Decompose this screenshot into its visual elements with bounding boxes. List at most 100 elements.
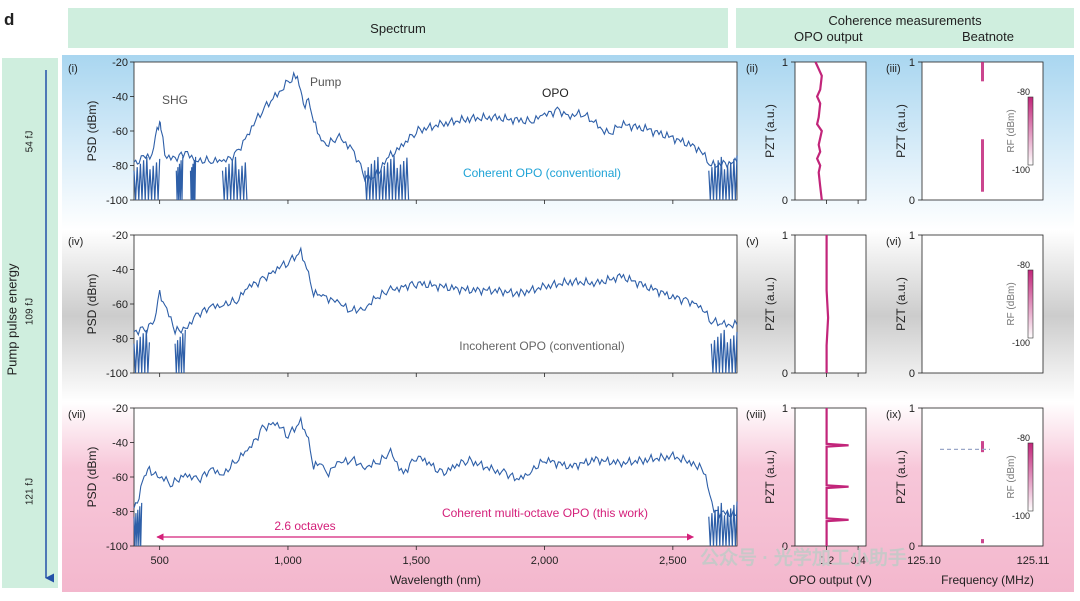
- colorbar-vi: [1027, 269, 1034, 339]
- pzt-trace-v: [825, 235, 830, 373]
- xlabel-vii: Wavelength (nm): [390, 573, 481, 587]
- caption-vii: Coherent multi-octave OPO (this work): [442, 506, 648, 520]
- ytick-label-i--20: -20: [112, 57, 128, 69]
- spectrum-header: Spectrum: [68, 8, 728, 48]
- colorbar-tick-bottom-iii: -100: [1012, 165, 1030, 175]
- beatnote-feature-iii-1: [981, 139, 984, 192]
- ytick-label-iv--20: -20: [112, 230, 128, 242]
- beatnote-feature-ix-0: [981, 441, 984, 453]
- xtick-label-vii-1000: 1,000: [274, 555, 302, 567]
- noise-floor-i-0: [133, 156, 161, 201]
- spectrum-header-label: Spectrum: [370, 20, 426, 36]
- colorbar-label-vi: RF (dBm): [1006, 282, 1017, 325]
- ytick-label-i--100: -100: [106, 195, 128, 207]
- ytick-label-iv--40: -40: [112, 265, 128, 277]
- panel-tag-iv: (iv): [68, 236, 83, 248]
- xtick-label-ix-0: 125.10: [907, 555, 941, 567]
- xtick-label-viii-0.4: 0.4: [850, 555, 865, 567]
- colorbar-label-ix: RF (dBm): [1006, 455, 1017, 498]
- coherence-header: Coherence measurements OPO output Beatno…: [736, 8, 1074, 48]
- ytick-label-vi-1: 1: [909, 230, 915, 242]
- ytick-label-vi-0: 0: [909, 368, 915, 380]
- axes-frame-i: [133, 61, 738, 201]
- xlabel-viii: OPO output (V): [789, 573, 872, 587]
- ytick-label-vii--20: -20: [112, 403, 128, 415]
- noise-floor-i-3: [221, 156, 248, 201]
- ytick-label-iv--60: -60: [112, 299, 128, 311]
- noise-floor-i-5: [708, 155, 738, 201]
- pzt-trace-viii: [825, 408, 849, 546]
- annotation-pump: Pump: [310, 75, 342, 89]
- colorbar-label-iii: RF (dBm): [1006, 109, 1017, 152]
- xtick-label-vii-1500: 1,500: [402, 555, 430, 567]
- noise-floor-iv-0: [133, 329, 150, 374]
- panel-tag-viii: (viii): [746, 409, 766, 421]
- beatnote-feature-ix-1: [981, 539, 984, 544]
- ytick-label-ii-0: 0: [782, 195, 788, 207]
- ylabel-v: PZT (a.u.): [763, 277, 777, 331]
- noise-floor-iv-2: [710, 329, 738, 374]
- ylabel-ii: PZT (a.u.): [763, 104, 777, 158]
- colorbar-tick-top-iii: -80: [1017, 87, 1030, 97]
- annotation-opo: OPO: [542, 86, 569, 100]
- panel-tag-v: (v): [746, 236, 759, 248]
- ylabel-vii: PSD (dBm): [85, 447, 99, 508]
- ytick-label-v-0: 0: [782, 368, 788, 380]
- ytick-label-v-1: 1: [782, 230, 788, 242]
- beatnote-header: Beatnote: [961, 29, 1014, 44]
- noise-floor-vii-0: [133, 502, 143, 547]
- ylabel-viii: PZT (a.u.): [763, 450, 777, 504]
- xtick-label-viii-0.2: 0.2: [819, 555, 834, 567]
- axes-frame-vii: [133, 407, 738, 547]
- colorbar-ix: [1027, 442, 1034, 512]
- ytick-label-iv--80: -80: [112, 334, 128, 346]
- ytick-label-ix-0: 0: [909, 541, 915, 553]
- opo-output-header: OPO output: [794, 29, 863, 44]
- colorbar-tick-top-vi: -80: [1017, 260, 1030, 270]
- xtick-label-ix-1: 125.11: [1017, 555, 1050, 567]
- noise-floor-i-2: [189, 156, 197, 201]
- ytick-label-vii--80: -80: [112, 507, 128, 519]
- ytick-label-vii--40: -40: [112, 438, 128, 450]
- xlabel-ix: Frequency (MHz): [941, 573, 1034, 587]
- panel-tag-i: (i): [68, 63, 78, 75]
- pump-energy-sidebar: [2, 58, 58, 588]
- ytick-label-ii-1: 1: [782, 57, 788, 69]
- ylabel-iv: PSD (dBm): [85, 274, 99, 335]
- noise-floor-iv-1: [174, 329, 186, 374]
- axes-frame-iv: [133, 234, 738, 374]
- xtick-label-vii-500: 500: [150, 555, 168, 567]
- ytick-label-vii--100: -100: [106, 541, 128, 553]
- axes-frame-ix: [921, 407, 1044, 547]
- noise-floor-i-1: [175, 156, 184, 201]
- annotation-shg: SHG: [162, 93, 188, 107]
- panel-tag-ii: (ii): [746, 63, 758, 75]
- beatnote-feature-iii-0: [981, 62, 984, 82]
- ytick-label-viii-0: 0: [782, 541, 788, 553]
- ylabel-ix: PZT (a.u.): [894, 450, 908, 504]
- axes-frame-v: [794, 234, 867, 374]
- panel-letter: d: [4, 10, 15, 29]
- ytick-label-iii-0: 0: [909, 195, 915, 207]
- span-label: 2.6 octaves: [274, 519, 335, 533]
- axes-frame-vi: [921, 234, 1044, 374]
- noise-floor-i-4: [364, 155, 410, 201]
- caption-iv: Incoherent OPO (conventional): [459, 339, 624, 353]
- coherence-title: Coherence measurements: [828, 13, 982, 28]
- ytick-label-iii-1: 1: [909, 57, 915, 69]
- axes-frame-viii: [794, 407, 867, 547]
- spectrum-line-vii: [133, 415, 738, 519]
- ytick-label-iv--100: -100: [106, 368, 128, 380]
- ytick-label-i--60: -60: [112, 126, 128, 138]
- spectrum-line-i: [133, 70, 738, 183]
- colorbar-tick-top-ix: -80: [1017, 433, 1030, 443]
- pzt-trace-ii: [814, 61, 823, 201]
- axes-frame-ii: [794, 61, 867, 201]
- ytick-label-i--80: -80: [112, 161, 128, 173]
- watermark: 公众号 · 光学加工小助手: [700, 548, 907, 569]
- ylabel-i: PSD (dBm): [85, 101, 99, 162]
- ytick-label-i--40: -40: [112, 92, 128, 104]
- colorbar-iii: [1027, 96, 1034, 166]
- spectrum-line-iv: [133, 246, 738, 337]
